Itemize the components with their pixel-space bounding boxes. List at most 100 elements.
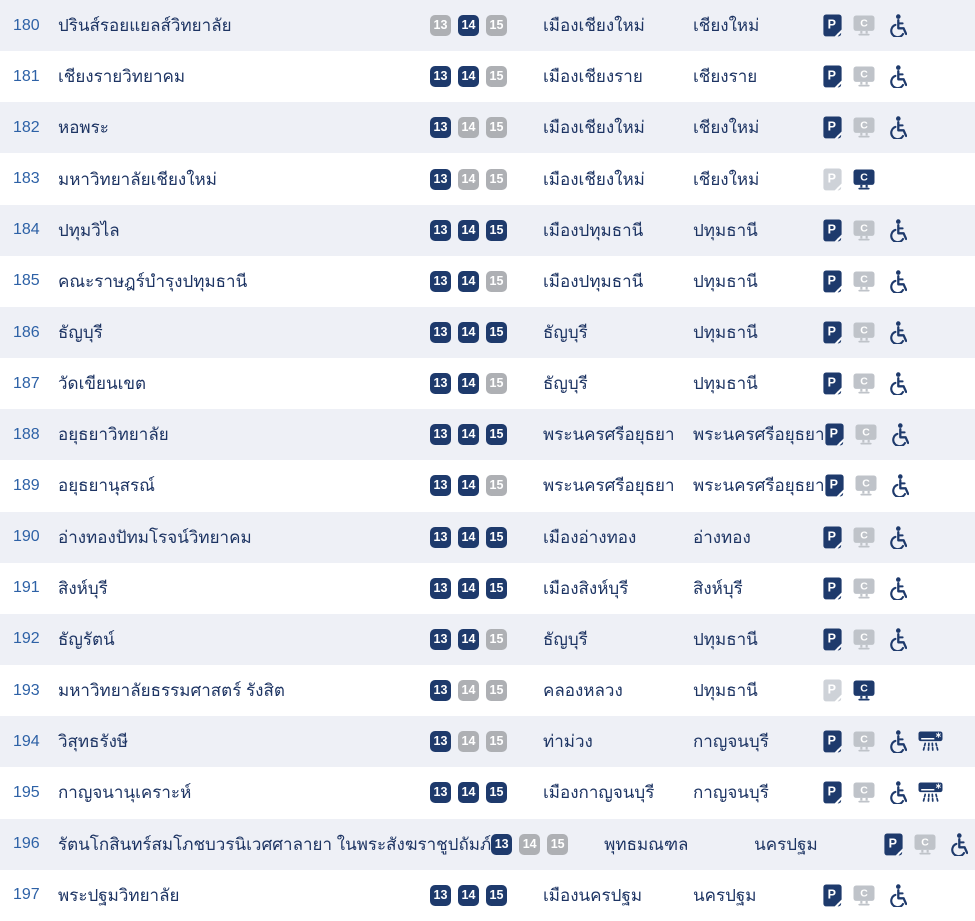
day-badges: 13 14 15	[430, 15, 543, 37]
day-badges: 13 14 15	[430, 628, 543, 650]
day-badge-13: 13	[430, 526, 451, 548]
day-badge-13: 13	[430, 680, 451, 702]
day-badge-13: 13	[430, 577, 451, 599]
computer-icon: C	[853, 66, 875, 87]
svg-text:C: C	[860, 69, 868, 81]
station-name: ธัญรัตน์	[58, 629, 115, 649]
day-badges: 13 14 15	[430, 884, 543, 906]
wheelchair-icon	[886, 730, 907, 754]
computer-icon: C	[853, 322, 875, 343]
day-badge-15: 15	[547, 833, 569, 855]
svg-text:C: C	[860, 222, 868, 234]
svg-text:P: P	[828, 18, 836, 32]
svg-text:C: C	[860, 325, 868, 337]
computer-icon: C	[853, 15, 875, 36]
station-name: ปทุมวิไล	[58, 220, 120, 240]
day-badge-13: 13	[430, 168, 451, 190]
province-cell: กาญจนบุรี	[693, 732, 769, 752]
wheelchair-icon	[886, 372, 907, 396]
station-row[interactable]: 190 อ่างทองปัทมโรจน์วิทยาคม 13 14 15 เมืองอ่า…	[0, 511, 975, 563]
svg-text:C: C	[921, 836, 929, 848]
station-row[interactable]: 186 ธัญบุรี 13 14 15 ธัญบุรี ปทุมธานี P C	[0, 306, 975, 359]
province-cell: พระนครศรีอยุธยา	[693, 425, 825, 445]
station-row[interactable]: 187 วัดเขียนเขต 13 14 15 ธัญบุรี ปทุมธานี P C	[0, 358, 975, 410]
day-badges: 13 14 15	[430, 475, 543, 497]
computer-icon: C	[914, 834, 936, 855]
wheelchair-icon	[886, 577, 907, 600]
station-row[interactable]: 189 อยุธยานุสรณ์ 13 14 15 พระนครศรีอยุธยา พระน…	[0, 460, 975, 512]
svg-text:P: P	[828, 325, 836, 339]
day-badge-15: 15	[486, 322, 507, 344]
station-row[interactable]: 183 มหาวิทยาลัยเชียงใหม่ 13 14 15 เมืองเชียงใ…	[0, 153, 975, 205]
parking-icon: P	[823, 168, 842, 191]
day-badge-13: 13	[430, 219, 451, 241]
station-row[interactable]: 180 ปรินส์รอยแยลส์วิทยาลัย 13 14 15 เมืองเชีย…	[0, 0, 975, 52]
parking-icon: P	[823, 65, 842, 89]
parking-icon: P	[824, 474, 844, 498]
svg-text:P: P	[828, 171, 836, 185]
svg-text:P: P	[828, 785, 836, 799]
parking-icon: P	[884, 833, 903, 856]
station-row[interactable]: 192 ธัญรัตน์ 13 14 15 ธัญบุรี ปทุมธานี P C	[0, 613, 975, 666]
day-badges: 13 14 15	[430, 322, 543, 344]
day-badges: 13 14 15	[430, 680, 543, 702]
station-row[interactable]: 196 รัตนโกสินทร์สมโภชบวรนิเวศศาลายา ในพระ…	[0, 818, 975, 870]
station-number: 190	[13, 528, 40, 546]
day-badge-15: 15	[486, 15, 507, 37]
station-row[interactable]: 181 เชียงรายวิทยาคม 13 14 15 เมืองเชียงราย เชี…	[0, 51, 975, 103]
day-badge-14: 14	[458, 373, 479, 395]
wheelchair-icon	[886, 14, 907, 38]
svg-text:C: C	[860, 683, 868, 695]
station-row[interactable]: 184 ปทุมวิไล 13 14 15 เมืองปทุมธานี ปทุมธานี P C	[0, 204, 975, 256]
station-number: 193	[13, 681, 40, 699]
station-row[interactable]: 191 สิงห์บุรี 13 14 15 เมืองสิงห์บุรี สิงห์บุร…	[0, 562, 975, 614]
wheelchair-icon	[886, 219, 907, 242]
day-badges: 13 14 15	[430, 577, 543, 599]
day-badge-14: 14	[458, 782, 479, 804]
station-row[interactable]: 182 หอพระ 13 14 15 เมืองเชียงใหม่ เชียงใหม่ P C	[0, 102, 975, 154]
station-number: 184	[13, 221, 40, 239]
day-badges: 13 14 15	[430, 526, 543, 548]
station-row[interactable]: 194 วิสุทธรังษี 13 14 15 ท่าม่วง กาญจนบุรี P C	[0, 716, 975, 768]
day-badges: 13 14 15	[430, 424, 543, 446]
svg-text:C: C	[860, 887, 868, 899]
parking-icon: P	[823, 116, 842, 140]
province-cell: ปทุมธานี	[693, 271, 758, 291]
station-name: มหาวิทยาลัยธรรมศาสตร์ รังสิต	[58, 681, 285, 701]
svg-text:P: P	[829, 427, 837, 441]
day-badge-15: 15	[486, 373, 507, 395]
day-badges: 13 14 15	[430, 219, 543, 241]
svg-text:C: C	[860, 734, 868, 746]
parking-icon: P	[823, 526, 842, 549]
day-badge-15: 15	[486, 680, 507, 702]
svg-text:P: P	[828, 580, 836, 594]
day-badge-14: 14	[458, 628, 479, 650]
svg-text:P: P	[828, 887, 836, 901]
station-row[interactable]: 188 อยุธยาวิทยาลัย 13 14 15 พระนครศรีอยุธยา พร…	[0, 409, 975, 461]
district-cell: ธัญบุรี	[543, 374, 588, 394]
station-number: 195	[13, 783, 40, 801]
day-badge-13: 13	[430, 731, 451, 753]
station-row[interactable]: 195 กาญจนานุเคราะห์ 13 14 15 เมืองกาญจนบุรี กา…	[0, 767, 975, 819]
district-cell: ธัญบุรี	[543, 323, 588, 343]
day-badges: 13 14 15	[430, 270, 543, 292]
province-cell: เชียงใหม่	[693, 169, 760, 189]
day-badge-14: 14	[458, 475, 479, 497]
parking-icon: P	[823, 372, 842, 395]
station-name: หอพระ	[58, 118, 109, 138]
station-row[interactable]: 197 พระปฐมวิทยาลัย 13 14 15 เมืองนครปฐม นครปฐม…	[0, 869, 975, 921]
station-name: ปรินส์รอยแยลส์วิทยาลัย	[58, 16, 232, 36]
station-name: วัดเขียนเขต	[58, 374, 147, 394]
station-row[interactable]: 185 คณะราษฎร์บำรุงปทุมธานี 13 14 15 เมืองปทุม…	[0, 255, 975, 307]
station-row[interactable]: 193 มหาวิทยาลัยธรรมศาสตร์ รังสิต 13 14 15 คลอ…	[0, 665, 975, 717]
province-cell: ปทุมธานี	[693, 220, 758, 240]
station-number: 182	[13, 118, 40, 136]
day-badge-14: 14	[458, 66, 479, 88]
